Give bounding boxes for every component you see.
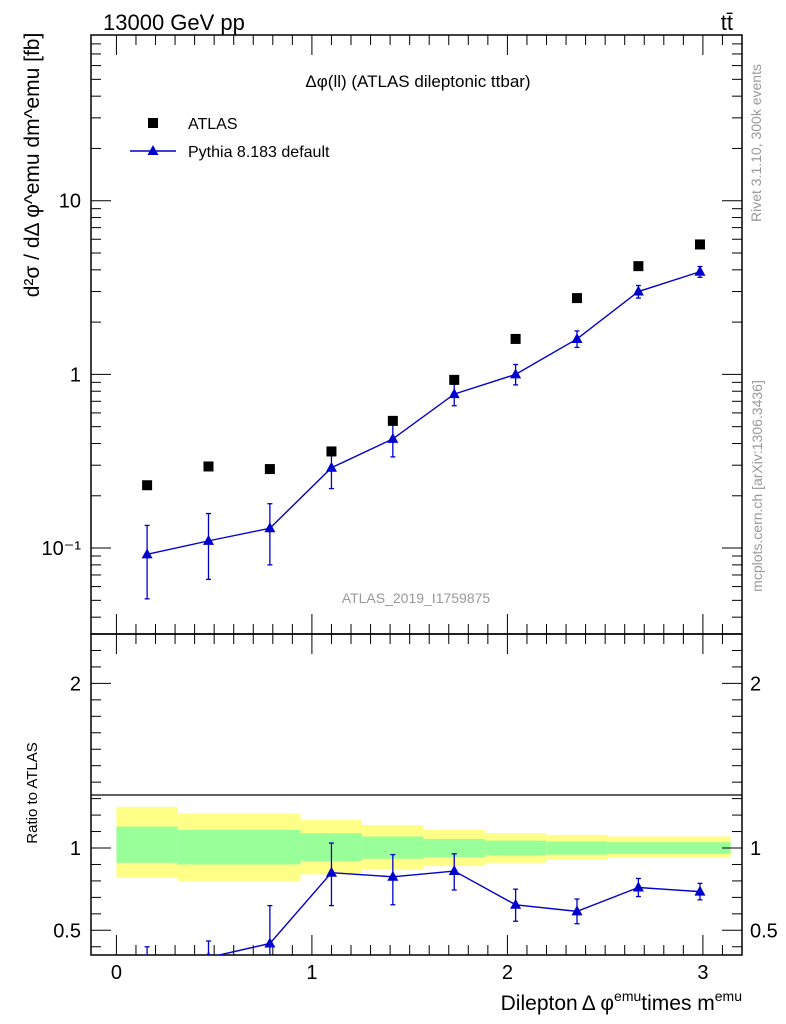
ratio-y-tick-label-left: 1 [70,838,81,860]
main-y-tick-label: 10 [59,191,81,213]
atlas-point [387,415,398,426]
ratio-y-tick-label-right: 1 [750,838,761,860]
pythia-line [146,271,701,556]
pythia-point [448,388,460,399]
ratio-point [632,881,644,892]
band-green-7 [607,842,670,854]
main-y-tick-label: 10⁻¹ [42,538,82,560]
main-y-tick-label: 1 [70,364,81,386]
ratio-point [448,865,460,876]
legend-atlas-label: ATLAS [188,116,238,133]
ratio-axis-ticks: 0.5 0.5 1 1 2 2 0 1 2 3 [53,633,778,984]
ratio-line [216,870,701,955]
band-green-4 [423,838,485,858]
atlas-point [633,261,644,272]
legend-atlas-marker [148,118,158,128]
legend-pythia-marker [147,145,159,155]
x-label-sup1: emu [614,988,641,1004]
ratio-clipped [142,842,706,967]
pythia-point [141,548,153,559]
ratio-point [325,866,337,877]
ratio-point [387,870,399,881]
ratio-point [142,957,153,967]
plot-title: Δφ(ll) (ATLAS dileptonic ttbar) [305,72,530,91]
x-axis-label-text: Dilepton Δ φemutimes memu [501,988,742,1015]
atlas-point [572,293,583,304]
main-data-layer [141,239,706,600]
ratio-point [571,905,583,916]
legend: ATLAS Pythia 8.183 default [130,116,330,161]
band-green-1 [177,829,301,865]
pythia-point [571,332,583,343]
atlas-point [510,333,521,344]
atlas-point [449,374,460,385]
ratio-point [264,937,276,948]
band-green-6 [546,841,608,855]
x-tick-label: 1 [306,962,317,984]
ratio-uncertainty-bands [116,806,731,881]
band-green-0 [116,826,178,863]
x-label-main: Dilepton [501,992,578,1015]
pythia-point [632,285,644,296]
ratio-y-tick-label-right: 2 [750,673,761,695]
band-green-3 [361,836,424,859]
ratio-point [510,898,522,909]
atlas-point [326,446,337,457]
header-energy: 13000 GeV pp [103,10,245,35]
rivet-label: Rivet 3.1.10, 300k events [748,64,764,222]
x-tick-label: 3 [697,962,708,984]
source-label: mcplots.cern.ch [arXiv:1306.3436] [749,380,765,592]
x-tick-label: 2 [502,962,513,984]
ratio-y-tick-label-left: 2 [70,673,81,695]
pythia-point [387,432,399,443]
ratio-point [694,885,706,896]
pythia-point [694,265,706,276]
y-axis-label: d²σ / dΔ φ^emu dm^emu [fb] [21,33,44,298]
x-axis-label: Dilepton Δ φemutimes memu [501,988,742,1015]
pythia-point [510,368,522,379]
atlas-point [694,239,705,250]
band-green-8 [669,842,731,854]
atlas-point [203,461,214,472]
x-label-mid: times m [641,992,715,1015]
ratio-data-layer [142,842,706,967]
ratio-y-tick-label-right: 0.5 [750,920,778,942]
pythia-point [264,522,276,533]
ratio-y-axis-label: Ratio to ATLAS [24,742,41,843]
ratio-point [206,951,211,955]
main-axis-ticks: 10⁻¹ 1 10 [42,34,743,634]
ratio-y-tick-label-left: 0.5 [53,920,81,942]
pythia-point [202,534,214,545]
x-label-symbol: Δ φ [582,992,614,1015]
x-label-sup2: emu [715,988,742,1004]
header-process: tt̄ [721,10,733,35]
pythia-point [325,461,337,472]
watermark: ATLAS_2019_I1759875 [342,590,491,606]
atlas-point [264,464,275,475]
band-green-5 [484,840,547,856]
atlas-point [142,480,153,491]
x-tick-label: 0 [111,962,122,984]
legend-pythia-label: Pythia 8.183 default [188,144,330,161]
